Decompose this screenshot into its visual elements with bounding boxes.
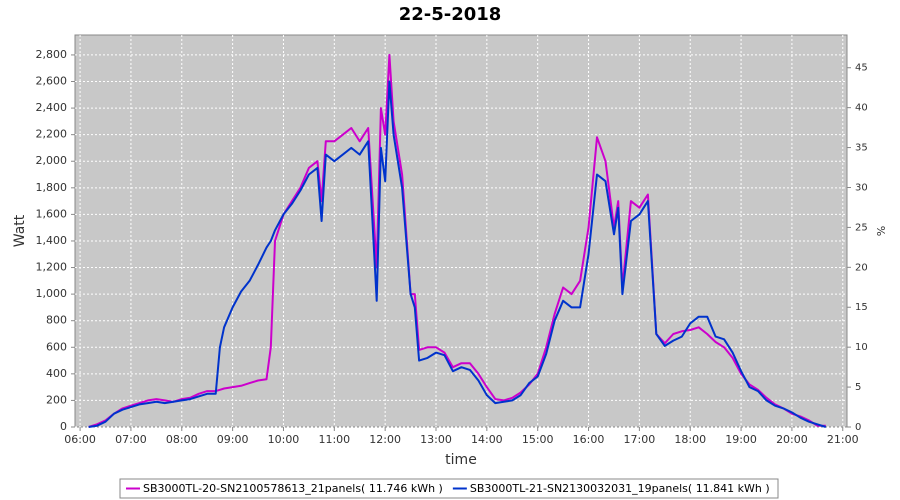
series-line [88,80,827,428]
x-tick-label: 17:00 [624,433,656,446]
y-tick-label: 800 [46,314,67,327]
y2-tick-label: 45 [855,63,868,74]
y-tick-label: 200 [46,393,67,406]
x-tick-label: 10:00 [268,433,300,446]
x-tick-label: 21:00 [827,433,859,446]
y2-tick-label: 20 [855,262,868,273]
y-tick-label: 0 [60,420,67,433]
y2-tick-label: 0 [855,422,861,433]
y2-tick-label: 30 [855,182,868,193]
x-tick-label: 15:00 [522,433,554,446]
y2-tick-label: 10 [855,342,868,353]
x-tick-label: 16:00 [573,433,605,446]
x-tick-label: 07:00 [115,433,147,446]
y-tick-label: 1,600 [36,207,68,220]
legend-label: SB3000TL-20-SN2100578613_21panels( 11.74… [143,482,443,495]
chart-title: 22-5-2018 [399,4,502,25]
legend [119,478,779,499]
x-tick-label: 14:00 [471,433,503,446]
y-tick-label: 2,600 [36,75,68,88]
y-tick-label: 1,000 [36,287,68,300]
x-tick-label: 18:00 [674,433,706,446]
x-tick-label: 11:00 [318,433,350,446]
y2-axis-label: % [874,226,887,236]
y-tick-label: 2,200 [36,128,68,141]
x-tick-label: 09:00 [217,433,249,446]
y-tick-label: 1,800 [36,181,68,194]
x-tick-label: 06:00 [64,433,96,446]
y2-tick-label: 5 [855,382,861,393]
y2-tick-label: 15 [855,302,868,313]
y-tick-label: 600 [46,340,67,353]
y2-tick-label: 40 [855,103,868,114]
y-tick-label: 2,000 [36,154,68,167]
x-tick-label: 12:00 [369,433,401,446]
y2-tick-label: 35 [855,143,868,154]
x-tick-label: 13:00 [420,433,452,446]
y-tick-label: 1,200 [36,261,68,274]
x-axis-label: time [445,452,477,468]
y-tick-label: 2,400 [36,101,68,114]
x-tick-label: 20:00 [776,433,808,446]
series-line [88,53,826,428]
x-tick-label: 19:00 [725,433,757,446]
legend-label: SB3000TL-21-SN2130032031_19panels( 11.84… [470,482,770,495]
y2-tick-label: 25 [855,222,868,233]
x-tick-label: 08:00 [166,433,198,446]
plot-area [74,34,848,428]
y-axis-label: Watt [12,214,28,247]
y-tick-label: 400 [46,367,67,380]
y-tick-label: 1,400 [36,234,68,247]
y-tick-label: 2,800 [36,48,68,61]
